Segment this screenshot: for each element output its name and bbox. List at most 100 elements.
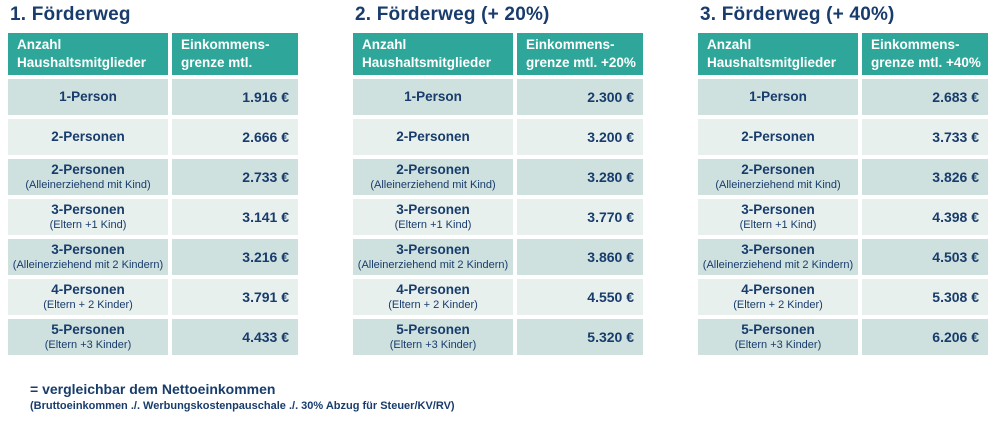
row-3-personen-alleinerziehend: 3-Personen (Alleinerziehend mit 2 Kinder… <box>8 239 298 275</box>
header-line: Anzahl <box>17 37 62 53</box>
header-line: Haushaltsmitglieder <box>362 55 492 70</box>
income-limit-value: 3.860 € <box>517 239 643 275</box>
income-limit-value: 1.916 € <box>172 79 298 115</box>
household-label: 2-Personen <box>741 162 815 178</box>
household-sublabel: (Eltern + 2 Kinder) <box>388 298 478 311</box>
income-limit-value: 3.791 € <box>172 279 298 315</box>
row-2-personen: 2-Personen 3.733 € <box>698 119 988 155</box>
income-limit-value: 2.683 € <box>862 79 988 115</box>
household-label-cell: 2-Personen (Alleinerziehend mit Kind) <box>8 159 168 195</box>
table-header-row: Anzahl Haushaltsmitglieder Einkommens- g… <box>698 33 988 75</box>
household-label: 2-Personen <box>396 128 470 144</box>
household-label-cell: 3-Personen (Eltern +1 Kind) <box>353 199 513 235</box>
household-sublabel: (Eltern +3 Kinder) <box>44 338 132 351</box>
household-label-cell: 1-Person <box>698 79 858 115</box>
income-table-3: Anzahl Haushaltsmitglieder Einkommens- g… <box>698 33 988 355</box>
household-label: 4-Personen <box>396 282 470 298</box>
row-1-person: 1-Person 2.683 € <box>698 79 988 115</box>
foerderweg-2-section: 2. Förderweg (+ 20%) Anzahl Haushaltsmit… <box>353 4 643 355</box>
household-label-cell: 1-Person <box>8 79 168 115</box>
income-limit-value: 3.216 € <box>172 239 298 275</box>
household-label-cell: 4-Personen (Eltern + 2 Kinder) <box>353 279 513 315</box>
household-label: 3-Personen <box>51 202 125 218</box>
header-einkommensgrenze: Einkommens- grenze mtl. +20% <box>517 33 643 75</box>
household-label: 2-Personen <box>51 128 125 144</box>
household-label: 4-Personen <box>51 282 125 298</box>
household-sublabel: (Eltern +1 Kind) <box>739 218 817 231</box>
income-limit-value: 3.770 € <box>517 199 643 235</box>
income-limit-value: 4.550 € <box>517 279 643 315</box>
household-label: 5-Personen <box>51 322 125 338</box>
header-line: Anzahl <box>362 37 407 53</box>
income-limit-value: 2.666 € <box>172 119 298 155</box>
household-label-cell: 5-Personen (Eltern +3 Kinder) <box>698 319 858 355</box>
row-4-personen: 4-Personen (Eltern + 2 Kinder) 3.791 € <box>8 279 298 315</box>
income-table-2: Anzahl Haushaltsmitglieder Einkommens- g… <box>353 33 643 355</box>
income-limit-value: 6.206 € <box>862 319 988 355</box>
household-label: 1-Person <box>59 88 117 104</box>
row-2-personen: 2-Personen 3.200 € <box>353 119 643 155</box>
footnote-line-1: = vergleichbar dem Nettoeinkommen <box>30 381 276 397</box>
household-sublabel: (Eltern +1 Kind) <box>394 218 472 231</box>
household-label: 2-Personen <box>396 162 470 178</box>
income-limit-value: 5.320 € <box>517 319 643 355</box>
header-line: Einkommens- <box>181 37 270 53</box>
header-anzahl-haushaltsmitglieder: Anzahl Haushaltsmitglieder <box>8 33 168 75</box>
income-limit-value: 3.826 € <box>862 159 988 195</box>
household-label-cell: 5-Personen (Eltern +3 Kinder) <box>8 319 168 355</box>
header-anzahl-haushaltsmitglieder: Anzahl Haushaltsmitglieder <box>353 33 513 75</box>
household-label: 2-Personen <box>51 162 125 178</box>
footnote-line-2: (Bruttoeinkommen ./. Werbungskostenpausc… <box>30 399 455 412</box>
income-limit-value: 4.398 € <box>862 199 988 235</box>
row-2-personen-alleinerziehend: 2-Personen (Alleinerziehend mit Kind) 3.… <box>698 159 988 195</box>
row-2-personen-alleinerziehend: 2-Personen (Alleinerziehend mit Kind) 3.… <box>353 159 643 195</box>
household-sublabel: (Eltern + 2 Kinder) <box>733 298 823 311</box>
row-2-personen-alleinerziehend: 2-Personen (Alleinerziehend mit Kind) 2.… <box>8 159 298 195</box>
household-label: 1-Person <box>749 88 807 104</box>
table-header-row: Anzahl Haushaltsmitglieder Einkommens- g… <box>353 33 643 75</box>
row-3-personen-eltern-1-kind: 3-Personen (Eltern +1 Kind) 4.398 € <box>698 199 988 235</box>
row-3-personen-alleinerziehend: 3-Personen (Alleinerziehend mit 2 Kinder… <box>353 239 643 275</box>
income-limit-value: 3.200 € <box>517 119 643 155</box>
table-header-row: Anzahl Haushaltsmitglieder Einkommens- g… <box>8 33 298 75</box>
income-limit-value: 2.733 € <box>172 159 298 195</box>
row-4-personen: 4-Personen (Eltern + 2 Kinder) 5.308 € <box>698 279 988 315</box>
household-sublabel: (Eltern +3 Kinder) <box>389 338 477 351</box>
household-label: 3-Personen <box>396 242 470 258</box>
income-table-1: Anzahl Haushaltsmitglieder Einkommens- g… <box>8 33 298 355</box>
household-sublabel: (Eltern + 2 Kinder) <box>43 298 133 311</box>
header-line: Einkommens- <box>871 37 960 53</box>
household-label-cell: 3-Personen (Alleinerziehend mit 2 Kinder… <box>8 239 168 275</box>
header-einkommensgrenze: Einkommens- grenze mtl. +40% <box>862 33 988 75</box>
household-label-cell: 4-Personen (Eltern + 2 Kinder) <box>698 279 858 315</box>
household-sublabel: (Alleinerziehend mit Kind) <box>25 178 151 191</box>
table-title-2: 2. Förderweg (+ 20%) <box>355 4 550 25</box>
household-label-cell: 3-Personen (Eltern +1 Kind) <box>698 199 858 235</box>
income-limit-value: 4.503 € <box>862 239 988 275</box>
household-sublabel: (Alleinerziehend mit 2 Kindern) <box>12 258 164 271</box>
row-2-personen: 2-Personen 2.666 € <box>8 119 298 155</box>
household-label: 5-Personen <box>396 322 470 338</box>
household-label-cell: 2-Personen <box>8 119 168 155</box>
row-3-personen-eltern-1-kind: 3-Personen (Eltern +1 Kind) 3.141 € <box>8 199 298 235</box>
household-sublabel: (Eltern +1 Kind) <box>49 218 127 231</box>
household-label-cell: 5-Personen (Eltern +3 Kinder) <box>353 319 513 355</box>
header-line: Anzahl <box>707 37 752 53</box>
footnote: = vergleichbar dem Nettoeinkommen (Brutt… <box>30 381 455 413</box>
row-3-personen-eltern-1-kind: 3-Personen (Eltern +1 Kind) 3.770 € <box>353 199 643 235</box>
household-label: 3-Personen <box>741 202 815 218</box>
row-1-person: 1-Person 1.916 € <box>8 79 298 115</box>
table-title-3: 3. Förderweg (+ 40%) <box>700 4 895 25</box>
row-5-personen: 5-Personen (Eltern +3 Kinder) 6.206 € <box>698 319 988 355</box>
header-line: grenze mtl. +20% <box>526 55 636 70</box>
household-label-cell: 3-Personen (Eltern +1 Kind) <box>8 199 168 235</box>
household-label-cell: 3-Personen (Alleinerziehend mit 2 Kinder… <box>698 239 858 275</box>
household-label-cell: 4-Personen (Eltern + 2 Kinder) <box>8 279 168 315</box>
household-label-cell: 2-Personen <box>698 119 858 155</box>
household-label-cell: 1-Person <box>353 79 513 115</box>
household-label: 3-Personen <box>741 242 815 258</box>
header-line: grenze mtl. <box>181 55 253 70</box>
header-einkommensgrenze: Einkommens- grenze mtl. <box>172 33 298 75</box>
row-5-personen: 5-Personen (Eltern +3 Kinder) 4.433 € <box>8 319 298 355</box>
household-label: 2-Personen <box>741 128 815 144</box>
